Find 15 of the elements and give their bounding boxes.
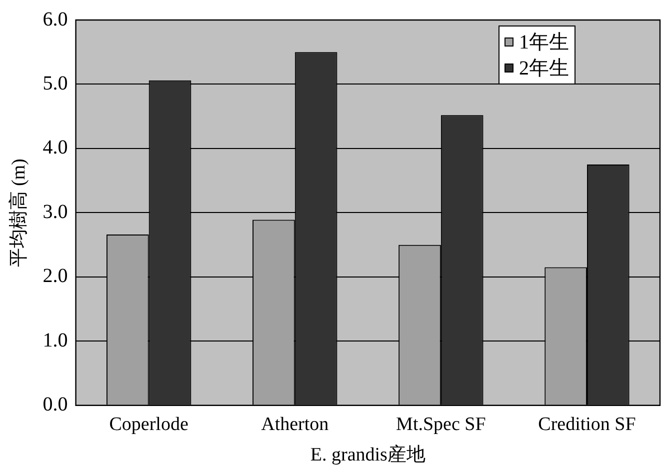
y-tick-label: 5.0 (42, 72, 68, 94)
y-tick-label: 0.0 (42, 394, 68, 416)
y-tick-label: 2.0 (42, 265, 68, 288)
y-tick-label: 6.0 (42, 8, 68, 30)
y-axis-title: 平均樹高 (m) (7, 158, 30, 267)
x-tick-label: Atherton (261, 414, 330, 435)
x-axis-title: E. grandis産地 (310, 444, 426, 466)
y-tick-label: 4.0 (42, 136, 68, 159)
x-tick-label: Mt.Spec SF (396, 414, 486, 435)
x-tick-label: Coperlode (109, 414, 188, 435)
y-tick-label: 1.0 (42, 329, 68, 352)
x-tick-label: Credition SF (538, 414, 636, 435)
legend-label: 1年生 (519, 31, 569, 54)
y-tick-label: 3.0 (42, 200, 68, 223)
legend-label: 2年生 (519, 57, 569, 80)
